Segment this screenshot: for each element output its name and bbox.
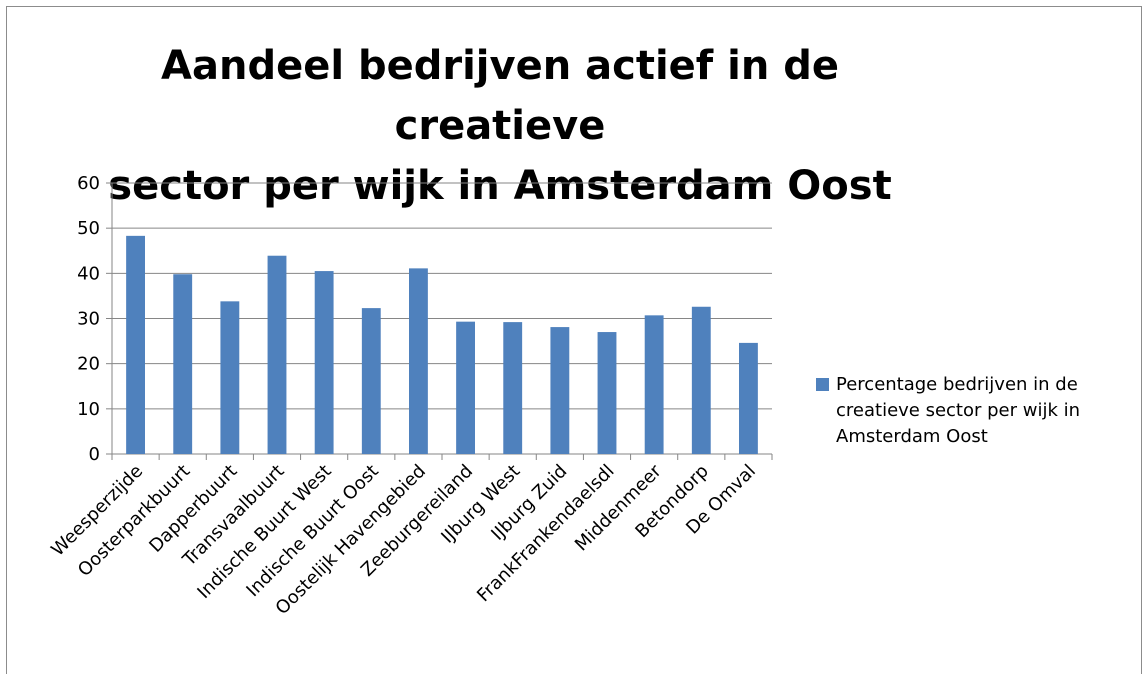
bar: [314, 271, 334, 454]
bar: [361, 308, 381, 454]
y-tick-label: 50: [77, 218, 100, 239]
bar: [173, 274, 193, 454]
y-tick-label: 20: [77, 354, 100, 375]
bar: [267, 255, 287, 454]
bar: [550, 327, 570, 454]
chart-title-line-2: sector per wijk in Amsterdam Oost: [108, 163, 892, 209]
bar: [409, 268, 428, 454]
bar: [126, 235, 145, 454]
bar: [597, 332, 617, 454]
y-tick-label: 40: [77, 263, 100, 284]
chart-title: Aandeel bedrijven actief in de creatieve…: [100, 36, 900, 216]
y-tick-label: 10: [77, 399, 100, 420]
bar: [739, 342, 758, 454]
y-tick-label: 60: [77, 173, 100, 194]
bar: [644, 315, 664, 454]
chart-title-line-1: Aandeel bedrijven actief in de creatieve: [161, 43, 839, 149]
y-tick-label: 0: [89, 444, 100, 465]
bar: [220, 301, 240, 454]
bar: [456, 321, 475, 454]
chart-area: [6, 6, 1142, 674]
legend-label: Percentage bedrijven in de creatieve sec…: [836, 374, 1081, 447]
bar: [691, 306, 711, 454]
y-tick-label: 30: [77, 309, 100, 330]
bar: [503, 322, 523, 454]
legend-swatch: [816, 378, 829, 391]
